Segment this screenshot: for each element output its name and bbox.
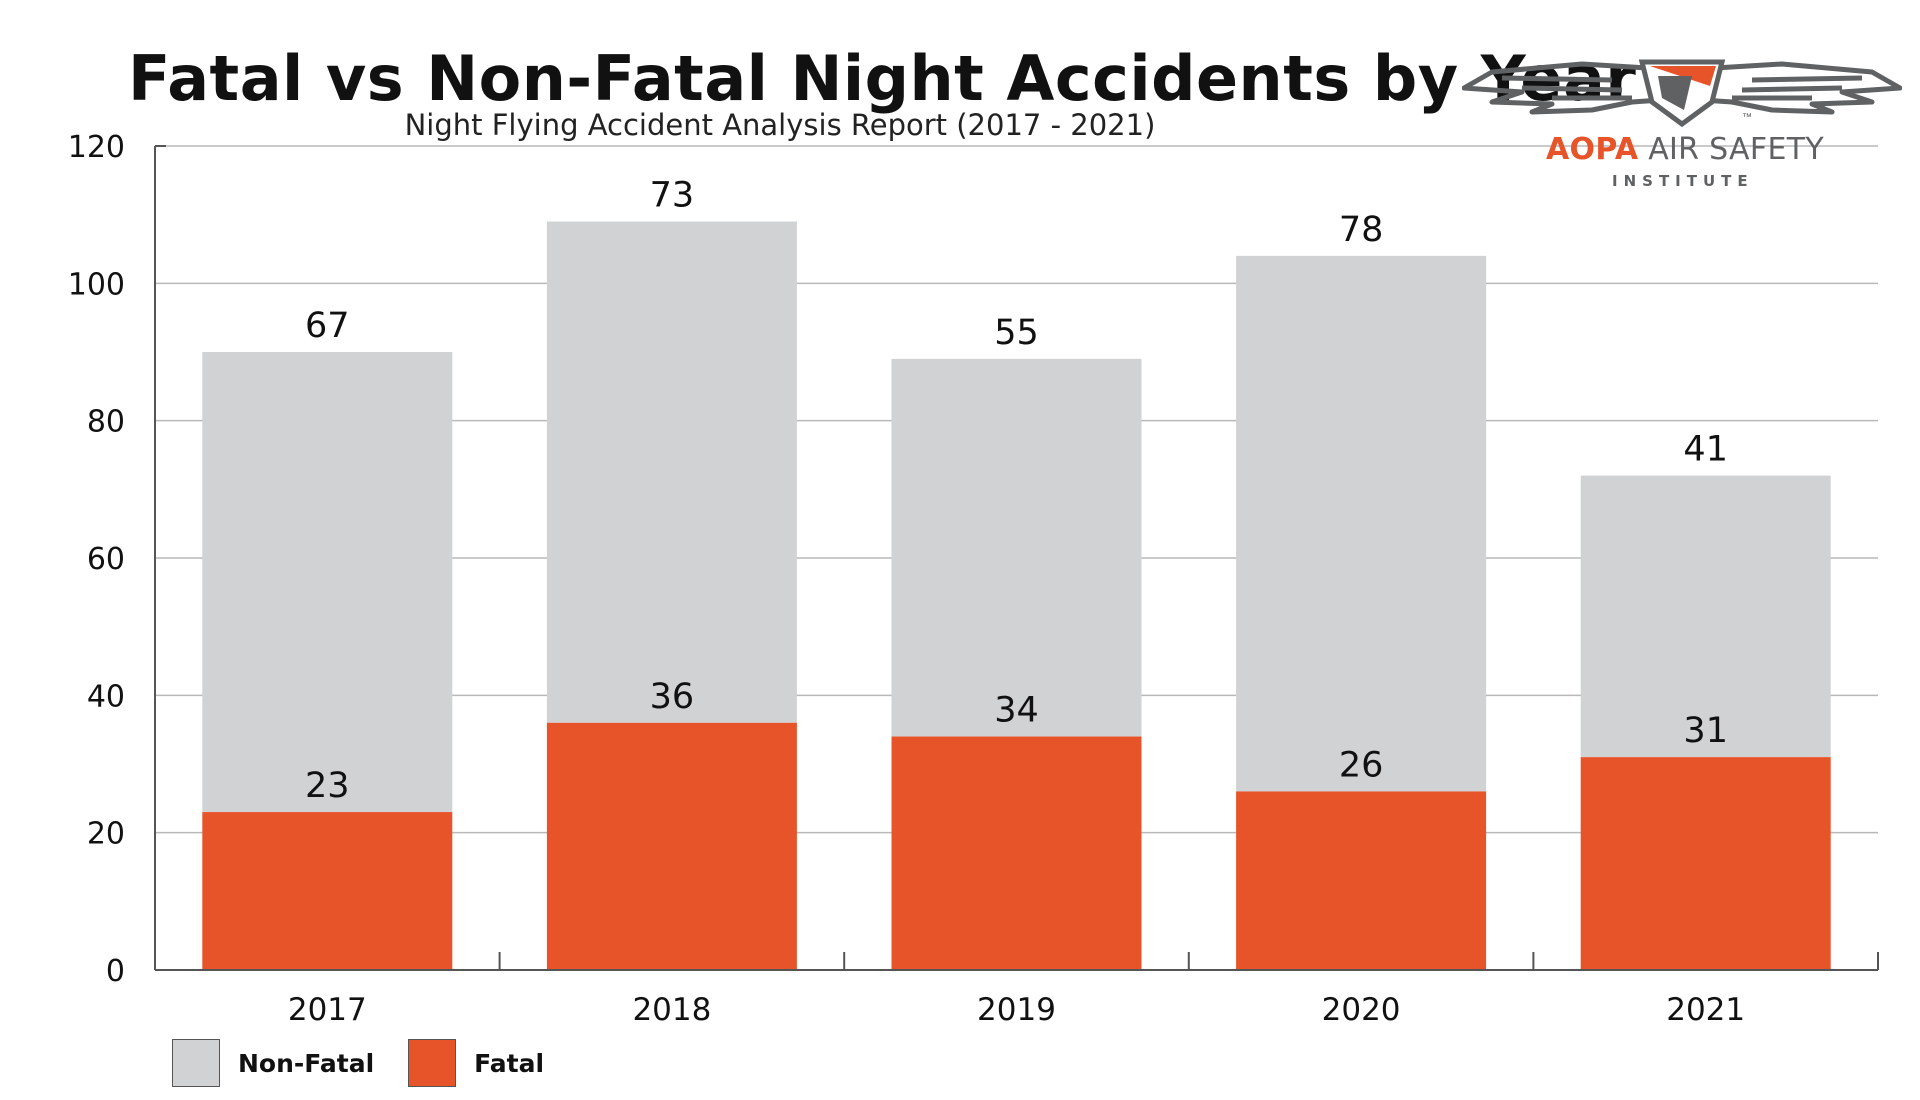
bar-fatal <box>202 812 453 970</box>
bars <box>202 221 1831 970</box>
data-label-fatal: 34 <box>994 691 1039 731</box>
x-tick-label: 2020 <box>1322 992 1401 1028</box>
data-label-non-fatal: 67 <box>305 306 350 346</box>
labels: 0 20 40 60 80 100 120 67 23 2017 73 36 2018 55 34 2019 7… <box>68 130 1745 1028</box>
aopa-logo: ™ AOPA AIR SAFETY INSTITUTE <box>1461 50 1903 190</box>
x-tick-label: 2017 <box>288 992 367 1028</box>
bar-fatal <box>1580 757 1831 970</box>
y-tick-label: 120 <box>68 130 125 165</box>
logo-brand-air-safety: AIR SAFETY <box>1638 132 1824 167</box>
y-tick-label: 0 <box>106 954 125 989</box>
y-tick-label: 80 <box>87 405 125 440</box>
data-label-non-fatal: 73 <box>650 176 695 216</box>
x-tick-label: 2018 <box>632 992 711 1028</box>
data-label-non-fatal: 41 <box>1683 430 1728 470</box>
bar-fatal <box>1236 791 1487 970</box>
bar-non-fatal <box>1580 475 1831 758</box>
data-label-fatal: 26 <box>1339 745 1384 785</box>
data-label-fatal: 31 <box>1683 711 1728 751</box>
logo-subtitle: INSTITUTE <box>1612 172 1754 190</box>
data-label-fatal: 36 <box>650 677 695 717</box>
bar-non-fatal <box>546 221 797 723</box>
data-label-non-fatal: 78 <box>1339 210 1384 250</box>
data-label-non-fatal: 55 <box>994 313 1039 353</box>
trademark-symbol: ™ <box>1742 112 1752 123</box>
legend: Non-Fatal Fatal <box>172 1039 578 1087</box>
chart-subtitle: Night Flying Accident Analysis Report (2… <box>404 108 1156 142</box>
legend-swatch-non-fatal <box>172 1039 220 1087</box>
legend-item-non-fatal: Non-Fatal <box>172 1039 374 1087</box>
axes <box>154 145 1879 971</box>
y-tick-label: 40 <box>87 679 125 714</box>
wings-shield-icon <box>1461 59 1903 128</box>
chart-title: Fatal vs Non-Fatal Night Accidents by Ye… <box>128 42 1637 115</box>
y-tick-label: 60 <box>87 542 125 577</box>
bar-fatal <box>891 736 1142 970</box>
y-tick-label: 20 <box>87 817 125 852</box>
bar-non-fatal <box>202 352 453 813</box>
y-tick-label: 100 <box>68 267 125 302</box>
logo-brand-aopa: AOPA <box>1546 132 1639 167</box>
bar-fatal <box>546 722 797 970</box>
logo-brand: AOPA AIR SAFETY <box>1546 132 1824 167</box>
legend-label-non-fatal: Non-Fatal <box>238 1048 375 1078</box>
x-tick-label: 2019 <box>977 992 1056 1028</box>
data-label-fatal: 23 <box>305 766 350 806</box>
legend-item-fatal: Fatal <box>408 1039 544 1087</box>
legend-swatch-fatal <box>408 1039 457 1087</box>
bar-non-fatal <box>1236 255 1487 792</box>
bar-non-fatal <box>891 358 1142 737</box>
x-tick-label: 2021 <box>1666 992 1745 1028</box>
legend-label-fatal: Fatal <box>474 1048 545 1078</box>
